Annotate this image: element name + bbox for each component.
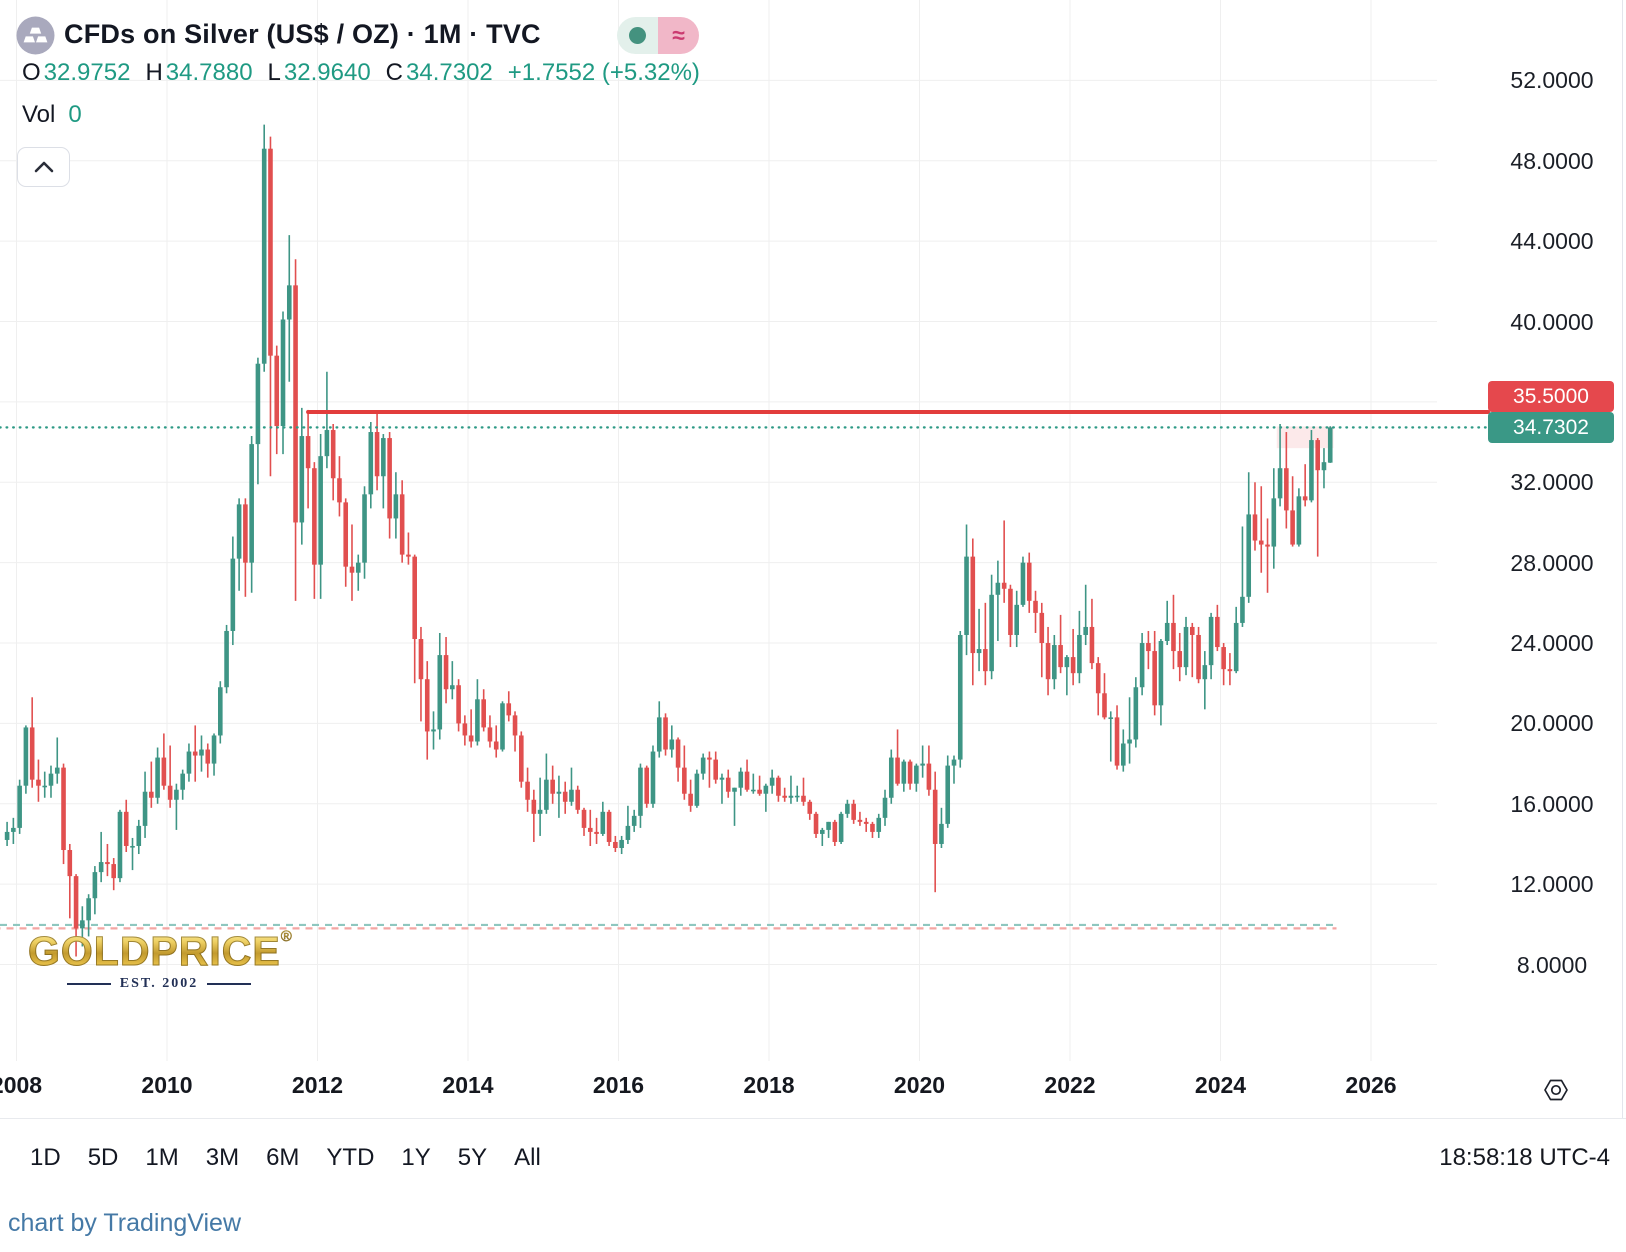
chart-svg [0, 0, 1490, 1061]
supply-zone [1276, 426, 1334, 449]
candles-toggle-button[interactable] [617, 17, 658, 54]
range-button-5d[interactable]: 5D [87, 1144, 119, 1171]
high-value: 34.7880 [165, 59, 253, 86]
price-axis-label: 20.0000 [1510, 710, 1594, 737]
axis-right-border [1622, 0, 1623, 1118]
range-button-3m[interactable]: 3M [205, 1144, 240, 1171]
ohlc-row: O 32.9752 H 34.7880 L 32.9640 C 34.7302 +1.7… [22, 59, 700, 87]
goldprice-est-row: EST. 2002 [28, 976, 290, 992]
scale-settings-gear-icon[interactable] [1541, 1075, 1571, 1105]
dot-icon [629, 27, 646, 44]
range-button-1y[interactable]: 1Y [401, 1144, 431, 1171]
price-scale[interactable]: 52.0000 48.0000 44.0000 40.0000 32.0000 28.00… [1437, 0, 1626, 1061]
open-value: 32.9752 [43, 59, 131, 86]
resistance-price-badge: 35.5000 [1488, 380, 1614, 412]
tradingview-attribution-link[interactable]: chart by TradingView [8, 1209, 241, 1237]
price-axis-label: 44.0000 [1510, 228, 1594, 255]
range-button-6m[interactable]: 6M [266, 1144, 300, 1171]
close-value: 34.7302 [406, 59, 493, 86]
chart-style-toggle: ≈ [617, 17, 699, 54]
volume-value: 0 [68, 101, 82, 128]
year-label: 2012 [291, 1072, 344, 1098]
symbol-title: CFDs on Silver (US$ / OZ) · 1M · TVC [64, 19, 541, 49]
change-value: +1.7552 (+5.32%) [507, 59, 700, 86]
year-label: 2022 [1044, 1072, 1096, 1098]
range-button-ytd[interactable]: YTD [326, 1144, 375, 1171]
year-label: 2016 [592, 1072, 645, 1098]
price-axis-label: 40.0000 [1510, 308, 1594, 335]
range-toolbar: 1D 5D 1M 3M 6M YTD 1Y 5Y All 18:58:18 UTC-4 [0, 1118, 1626, 1198]
year-label: 2024 [1194, 1072, 1247, 1098]
volume-label: Vol [22, 101, 56, 128]
low-label: L [267, 59, 281, 86]
low-value: 32.9640 [283, 59, 371, 86]
clock-label: 18:58:18 UTC-4 [1439, 1144, 1610, 1171]
range-button-5y[interactable]: 5Y [457, 1144, 488, 1171]
year-label: 2018 [743, 1072, 795, 1098]
est-rule-right [207, 983, 252, 985]
footer-bar: chart by TradingView [0, 1197, 1626, 1252]
range-buttons: 1D 5D 1M 3M 6M YTD 1Y 5Y All [0, 1144, 541, 1172]
collapse-panel-button[interactable] [17, 147, 70, 187]
goldprice-logo-text: GOLDPRICE [28, 928, 281, 975]
year-label: 2010 [141, 1072, 193, 1098]
chevron-up-icon [34, 161, 53, 173]
registered-mark: ® [280, 928, 292, 946]
price-axis-label: 16.0000 [1510, 790, 1594, 817]
approx-icon: ≈ [672, 22, 685, 48]
price-axis-label: 48.0000 [1510, 147, 1594, 174]
open-label: O [22, 59, 41, 86]
price-axis-label: 24.0000 [1510, 630, 1594, 657]
silver-bars-icon [16, 16, 55, 55]
last-price-badge: 34.7302 [1488, 412, 1614, 444]
goldprice-watermark: GOLDPRICE® EST. 2002 [28, 928, 293, 992]
est-label: EST. 2002 [119, 976, 199, 991]
candlestick-chart-canvas[interactable] [0, 0, 1626, 1066]
year-label: 2020 [893, 1072, 946, 1098]
candles [4, 124, 1333, 957]
year-label: 2014 [442, 1072, 494, 1098]
range-button-all[interactable]: All [514, 1144, 541, 1171]
price-axis-label: 52.0000 [1510, 67, 1594, 94]
range-button-1m[interactable]: 1M [145, 1144, 179, 1171]
range-button-1d[interactable]: 1D [30, 1144, 61, 1171]
price-axis-label: 12.0000 [1510, 871, 1594, 898]
est-rule-left [66, 983, 111, 985]
price-axis-label: 32.0000 [1510, 469, 1594, 496]
year-label: 2026 [1345, 1072, 1397, 1098]
close-label: C [385, 59, 404, 86]
price-axis-label: 8.0000 [1516, 951, 1588, 978]
high-label: H [145, 59, 163, 86]
gridlines [0, 0, 1437, 1061]
volume-row: Vol 0 [22, 101, 82, 129]
smooth-toggle-button[interactable]: ≈ [658, 17, 699, 54]
price-axis-label: 28.0000 [1510, 549, 1594, 576]
